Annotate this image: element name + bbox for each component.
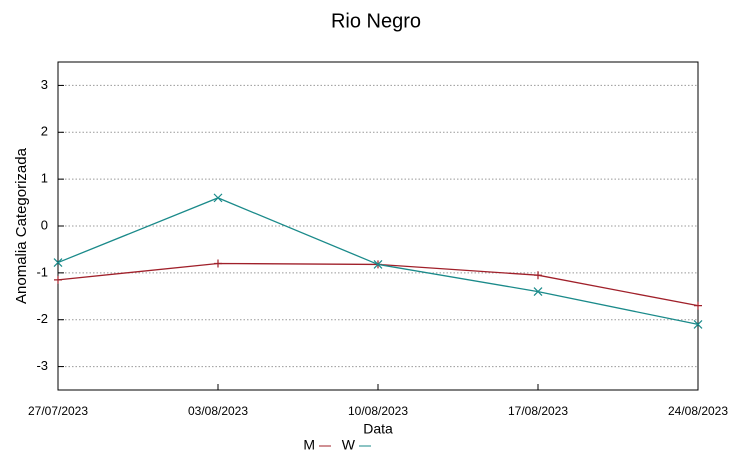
chart-title: Rio Negro xyxy=(331,10,421,32)
y-tick-label: 3 xyxy=(41,77,48,92)
y-tick-label: 2 xyxy=(41,124,48,139)
y-axis-label: Anomalia Categorizada xyxy=(13,147,30,304)
point xyxy=(54,275,62,284)
x-axis-label: Data xyxy=(363,421,393,437)
y-tick-label: -2 xyxy=(36,311,48,326)
point xyxy=(53,258,63,267)
point xyxy=(373,259,383,269)
y-tick-label: 1 xyxy=(41,171,48,186)
point xyxy=(213,193,223,203)
legend-label: M xyxy=(303,437,315,453)
legend-label: W xyxy=(342,437,356,453)
plot-frame xyxy=(57,61,699,391)
point xyxy=(214,259,222,268)
x-tick-label: 17/08/2023 xyxy=(508,404,568,418)
y-tick-label: 0 xyxy=(41,217,48,232)
x-tick-label: 03/08/2023 xyxy=(188,404,248,418)
point xyxy=(534,271,542,280)
x-tick-label: 10/08/2023 xyxy=(348,404,408,418)
x-tick-label: 24/08/2023 xyxy=(668,404,728,418)
point xyxy=(694,301,702,310)
point xyxy=(693,319,703,329)
point xyxy=(533,287,543,297)
series-line xyxy=(57,262,699,307)
x-tick-label: 27/07/2023 xyxy=(28,404,88,418)
y-tick-label: -1 xyxy=(36,264,48,279)
y-tick-label: -3 xyxy=(36,358,48,373)
